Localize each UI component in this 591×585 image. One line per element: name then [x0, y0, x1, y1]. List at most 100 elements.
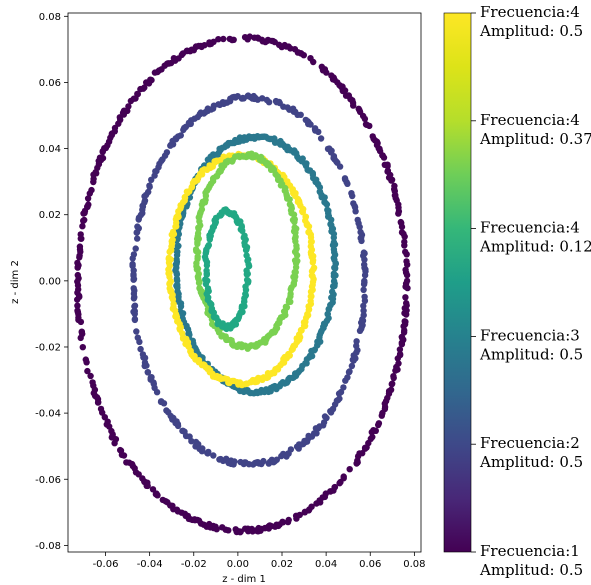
data-point: [308, 352, 316, 360]
data-point: [132, 245, 139, 252]
colorbar-label-line1: Frecuencia:4: [480, 111, 580, 129]
colorbar-label-line2: Amplitud: 0.375: [479, 130, 591, 148]
data-point: [141, 354, 149, 362]
data-point: [326, 145, 333, 152]
data-point: [136, 338, 143, 346]
x-axis-label: z - dim 1: [222, 574, 266, 585]
data-point: [395, 360, 402, 367]
data-point: [403, 258, 410, 265]
data-point: [284, 518, 292, 526]
data-point: [137, 85, 144, 93]
data-point: [215, 36, 222, 43]
data-point: [355, 105, 362, 113]
data-point: [135, 471, 142, 478]
data-point: [160, 400, 168, 407]
data-point: [198, 201, 206, 208]
data-point: [361, 293, 368, 300]
colorbar-label-line2: Amplitud: 0.5: [479, 345, 583, 363]
data-point: [77, 318, 85, 326]
data-point: [292, 248, 299, 256]
data-point: [340, 384, 347, 391]
data-point: [361, 261, 368, 268]
data-point: [360, 302, 367, 310]
data-point: [169, 296, 177, 303]
data-point: [375, 420, 383, 427]
data-point: [403, 277, 411, 285]
y-tick-label: 0.04: [39, 144, 61, 155]
data-point: [129, 255, 136, 262]
data-point: [76, 254, 83, 261]
data-point: [244, 270, 251, 278]
data-point: [80, 217, 87, 224]
data-point: [130, 275, 138, 283]
data-point: [166, 280, 173, 288]
data-point: [131, 303, 138, 310]
data-point: [396, 351, 404, 359]
data-point: [294, 257, 301, 265]
data-point: [372, 427, 379, 434]
data-point: [381, 161, 388, 168]
data-point: [225, 527, 232, 534]
data-point: [133, 229, 141, 236]
data-point: [243, 276, 251, 284]
data-point: [313, 430, 320, 437]
data-point: [206, 41, 213, 48]
data-point: [272, 97, 280, 105]
x-axis: -0.06 -0.04 -0.02 0.00 0.02 0.04 0.06 0.08: [93, 552, 426, 570]
colorbar-label-line2: Amplitud: 0.5: [479, 453, 583, 471]
data-point: [168, 231, 175, 238]
data-point: [360, 249, 368, 256]
data-point: [346, 368, 353, 375]
data-point: [331, 483, 339, 491]
data-point: [353, 342, 360, 350]
y-tick-label: -0.04: [35, 409, 61, 420]
data-point: [148, 176, 155, 183]
data-point: [369, 433, 376, 441]
data-point: [360, 286, 367, 293]
data-point: [350, 200, 357, 207]
data-point: [203, 262, 211, 269]
data-point: [205, 448, 212, 456]
data-point: [283, 304, 291, 311]
data-point: [144, 482, 151, 490]
y-axis: -0.08 -0.06 -0.04 -0.02 0.00 0.02 0.04 0.06 0.08: [35, 12, 68, 552]
data-point: [99, 148, 106, 156]
data-point: [302, 213, 310, 220]
data-point: [402, 283, 409, 290]
data-point: [203, 271, 210, 278]
y-tick-label: 0.02: [39, 210, 61, 221]
data-point: [153, 389, 161, 396]
y-tick-label: 0.08: [39, 12, 61, 23]
data-point: [398, 229, 406, 236]
data-point: [287, 446, 295, 453]
data-point: [172, 223, 179, 230]
data-point: [133, 328, 140, 335]
colorbar-label-line2: Amplitud: 0.5: [479, 561, 583, 579]
data-point: [143, 362, 150, 369]
data-point: [131, 310, 138, 318]
series-1: [74, 33, 411, 536]
data-point: [336, 395, 343, 402]
data-point: [296, 511, 303, 519]
colorbar-label-line1: Frecuencia:1: [480, 542, 580, 560]
data-point: [292, 269, 299, 276]
data-point: [340, 473, 347, 480]
colorbar: [443, 12, 472, 553]
data-point: [74, 264, 81, 271]
series-6: [201, 206, 253, 333]
data-point: [87, 372, 94, 380]
data-point: [321, 199, 328, 206]
colorbar-label-line1: Frecuencia:3: [480, 326, 580, 344]
data-point: [353, 338, 360, 345]
data-point: [180, 126, 187, 134]
data-point: [77, 334, 84, 342]
series-5: [192, 150, 301, 352]
data-point: [84, 195, 92, 202]
data-point: [170, 55, 178, 62]
data-point: [302, 116, 309, 124]
data-point: [348, 362, 356, 370]
data-point: [79, 223, 86, 230]
data-point: [80, 210, 87, 217]
data-point: [260, 457, 267, 465]
